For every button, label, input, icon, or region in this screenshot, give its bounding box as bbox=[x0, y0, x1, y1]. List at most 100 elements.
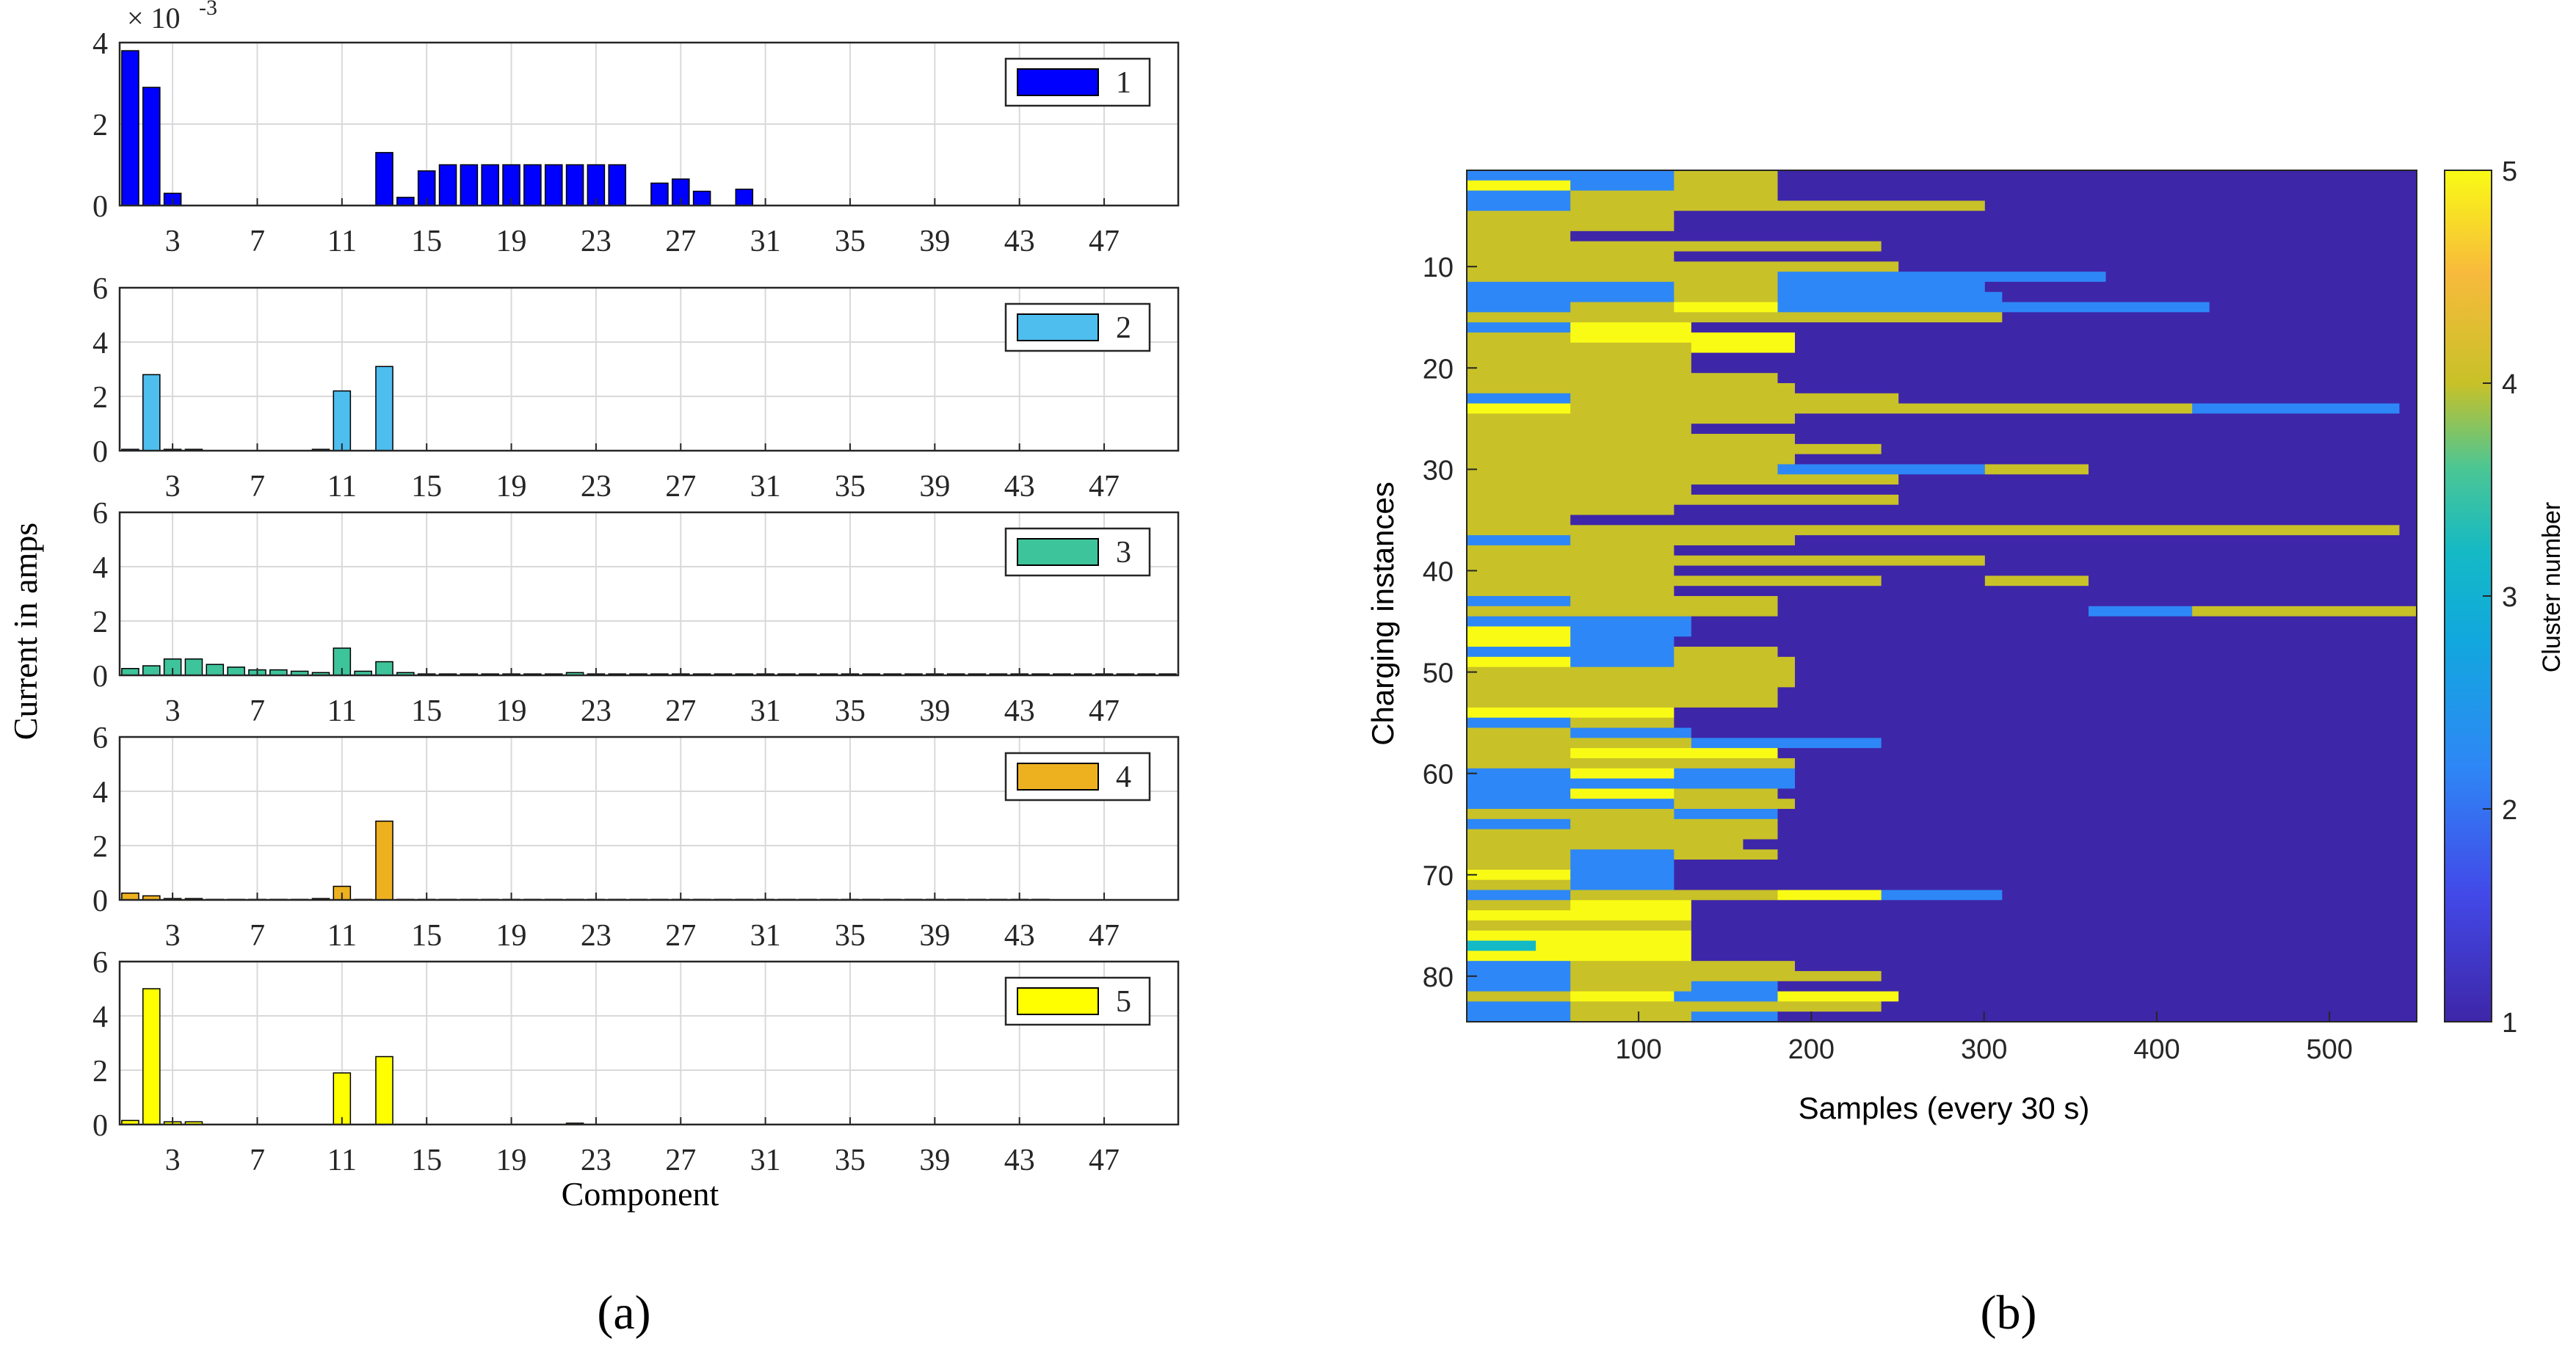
heatmap-cell bbox=[1881, 890, 2003, 901]
heatmap-cell bbox=[1467, 970, 1571, 982]
heatmap-cell bbox=[1691, 970, 1796, 982]
heatmap-cell bbox=[1570, 281, 1675, 293]
heatmap-cell bbox=[1795, 342, 2417, 354]
y-tick-label: 0 bbox=[92, 1109, 108, 1143]
subplot-3: 0 2 4 6 3 7 11 15 19 23 27 31 35 39 43 47 3 bbox=[92, 497, 1180, 728]
bar bbox=[375, 1056, 393, 1125]
x-tick-label: 31 bbox=[750, 694, 781, 728]
heatmap-cell bbox=[1467, 373, 1571, 384]
heatmap-cell bbox=[1570, 373, 1692, 384]
heatmap-cell bbox=[1570, 656, 1675, 668]
heatmap-cell bbox=[1467, 312, 1571, 323]
x-tick-label: 7 bbox=[250, 1144, 265, 1177]
heatmap-cell bbox=[1467, 656, 1571, 668]
heatmap-cell bbox=[1570, 291, 1675, 303]
heatmap-cell bbox=[1570, 251, 1675, 262]
heatmap-cell bbox=[1691, 727, 2417, 738]
heatmap-cell bbox=[1570, 839, 1675, 850]
heatmap-cell bbox=[1570, 758, 1692, 769]
heatmap-cell bbox=[1570, 545, 1675, 556]
heatmap-cell bbox=[2088, 606, 2193, 617]
heatmap-cell bbox=[1467, 1001, 1571, 1012]
heatmap-cell bbox=[1467, 991, 1571, 1002]
heatmap-cell bbox=[1691, 930, 2417, 942]
heatmap-cell bbox=[1570, 586, 1675, 597]
exponent-power: -3 bbox=[199, 0, 217, 20]
heatmap-cell bbox=[1777, 748, 2417, 759]
heatmap-cell bbox=[1795, 961, 2417, 972]
x-tick-label: 47 bbox=[1089, 1144, 1120, 1177]
x-tick-label: 31 bbox=[750, 225, 781, 258]
heatmap-cell bbox=[1570, 443, 1692, 455]
heatmap-cell bbox=[1570, 727, 1692, 738]
heatmap-cell bbox=[1674, 1001, 1778, 1012]
x-tick-label: 3 bbox=[165, 225, 181, 258]
axes-box bbox=[118, 511, 1180, 677]
heatmap-cell bbox=[1467, 434, 1571, 445]
heatmap-cell bbox=[1691, 443, 1882, 455]
heatmap-cell bbox=[1570, 860, 1675, 871]
heatmap-cell bbox=[1777, 738, 1882, 749]
axes-box bbox=[118, 735, 1180, 901]
y-tick-label: 4 bbox=[92, 1000, 108, 1034]
x-tick-label: 15 bbox=[411, 225, 442, 258]
x-tick-label: 43 bbox=[1004, 470, 1035, 504]
heatmap-cell bbox=[1674, 272, 1778, 283]
heatmap-cell bbox=[1467, 454, 1571, 465]
heatmap-cell bbox=[1467, 758, 1571, 769]
heatmap-cell bbox=[1777, 596, 2417, 607]
heatmap-cell bbox=[1467, 545, 1571, 556]
heatmap-cell bbox=[1467, 393, 1571, 404]
heatmap-cell bbox=[1467, 687, 1571, 698]
bar bbox=[184, 658, 203, 676]
heatmap-cell bbox=[1570, 241, 1675, 253]
panel-b-heatmap: 100 200 300 400 500 10 20 30 40 50 60 70 80 1 2 3 4 5 bbox=[1423, 156, 2517, 1065]
heatmap-cell bbox=[1467, 424, 1571, 435]
heatmap-cell bbox=[1467, 626, 1571, 637]
panel-b-xlabel: Samples (every 30 s) bbox=[1799, 1091, 2090, 1125]
axes-box bbox=[118, 960, 1180, 1126]
heatmap-cell bbox=[1691, 424, 2417, 435]
heatmap-cell bbox=[1674, 697, 1778, 708]
heatmap-cell bbox=[1674, 849, 1778, 860]
heatmap-cell bbox=[1691, 940, 2417, 951]
y-tick-label: 2 bbox=[92, 109, 108, 142]
y-tick-label: 0 bbox=[92, 884, 108, 918]
heatmap-cell bbox=[1674, 666, 1796, 678]
heatmap-cell bbox=[1691, 890, 1778, 901]
heatmap-cell bbox=[1691, 322, 2417, 333]
heatmap-cell bbox=[1570, 636, 1675, 647]
y-tick-label: 4 bbox=[92, 327, 108, 360]
heatmap-cell bbox=[1674, 991, 1778, 1002]
heatmap-cell bbox=[1674, 778, 1796, 789]
bar bbox=[142, 374, 161, 451]
heatmap-cell bbox=[1467, 748, 1571, 759]
heatmap-cell bbox=[1570, 474, 1692, 485]
heatmap-cell bbox=[1674, 221, 2417, 232]
heatmap-cell bbox=[2002, 312, 2417, 323]
heatmap-cell bbox=[1674, 555, 1986, 567]
heatmap-cell bbox=[1570, 221, 1675, 232]
x-tick-label: 3 bbox=[165, 919, 181, 953]
heatmap-cell bbox=[1467, 302, 1571, 313]
heatmap-cell bbox=[1674, 312, 1778, 323]
heatmap-cell bbox=[1570, 555, 1675, 567]
heatmap-cell bbox=[1467, 647, 1571, 658]
heatmap-cell bbox=[1467, 799, 1571, 810]
y-tick-label: 4 bbox=[92, 551, 108, 585]
heatmap-cell bbox=[1467, 869, 1571, 881]
heatmap-cell bbox=[1570, 352, 1692, 363]
heatmap-cell bbox=[1467, 839, 1571, 850]
x-tick-label: 11 bbox=[327, 694, 357, 728]
heatmap-cell bbox=[1777, 281, 1986, 293]
x-tick-label: 11 bbox=[327, 919, 357, 953]
heatmap-cell bbox=[1467, 241, 1571, 253]
x-tick-label: 43 bbox=[1004, 1144, 1035, 1177]
heatmap-cell bbox=[1570, 484, 1692, 495]
heatmap-cell bbox=[1570, 261, 1675, 272]
heatmap-cell bbox=[2192, 403, 2400, 415]
heatmap-cell bbox=[1570, 525, 1675, 536]
heatmap-cell bbox=[2399, 525, 2417, 536]
heatmap-cell bbox=[1467, 535, 1571, 546]
